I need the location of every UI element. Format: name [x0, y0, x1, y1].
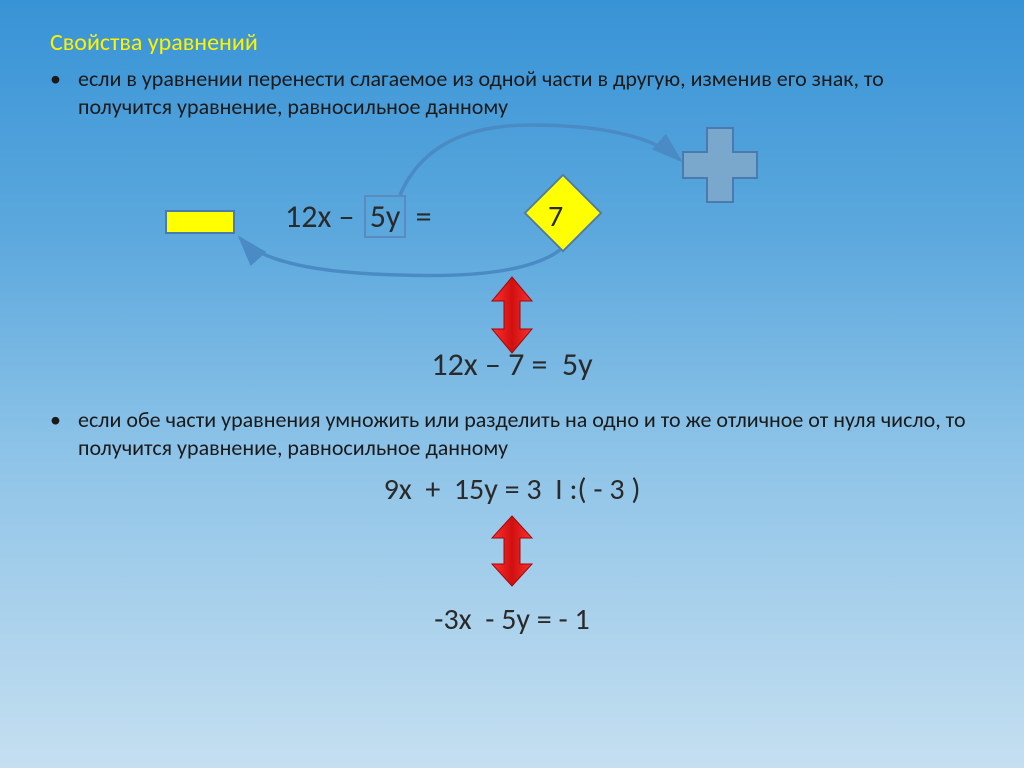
red-double-arrow-1	[487, 275, 537, 355]
eq1-equals: =	[416, 197, 432, 236]
equation-3: 9х + 15у = 3 I :( - 3 )	[0, 471, 1024, 508]
red-double-arrow-2	[487, 514, 537, 588]
eq1-left: 12х –	[285, 197, 354, 236]
equation-1-area: 12х – 5у = 7	[0, 120, 1024, 340]
slide-title: Свойства уравнений	[0, 0, 1024, 57]
diamond-value: 7	[548, 198, 563, 235]
bullet-1: если в уравнении перенести слагаемое из …	[0, 57, 1024, 120]
eq1-boxed-term: 5у	[364, 195, 407, 238]
arrow-2-container	[0, 514, 1024, 593]
equation-4: -3х - 5у = - 1	[0, 601, 1024, 638]
equation-1: 12х – 5у =	[285, 195, 432, 238]
plus-icon	[680, 125, 760, 205]
curve-arrow-top	[380, 115, 700, 205]
bullet-2: если обе части уравнения умножить или ра…	[0, 398, 1024, 461]
